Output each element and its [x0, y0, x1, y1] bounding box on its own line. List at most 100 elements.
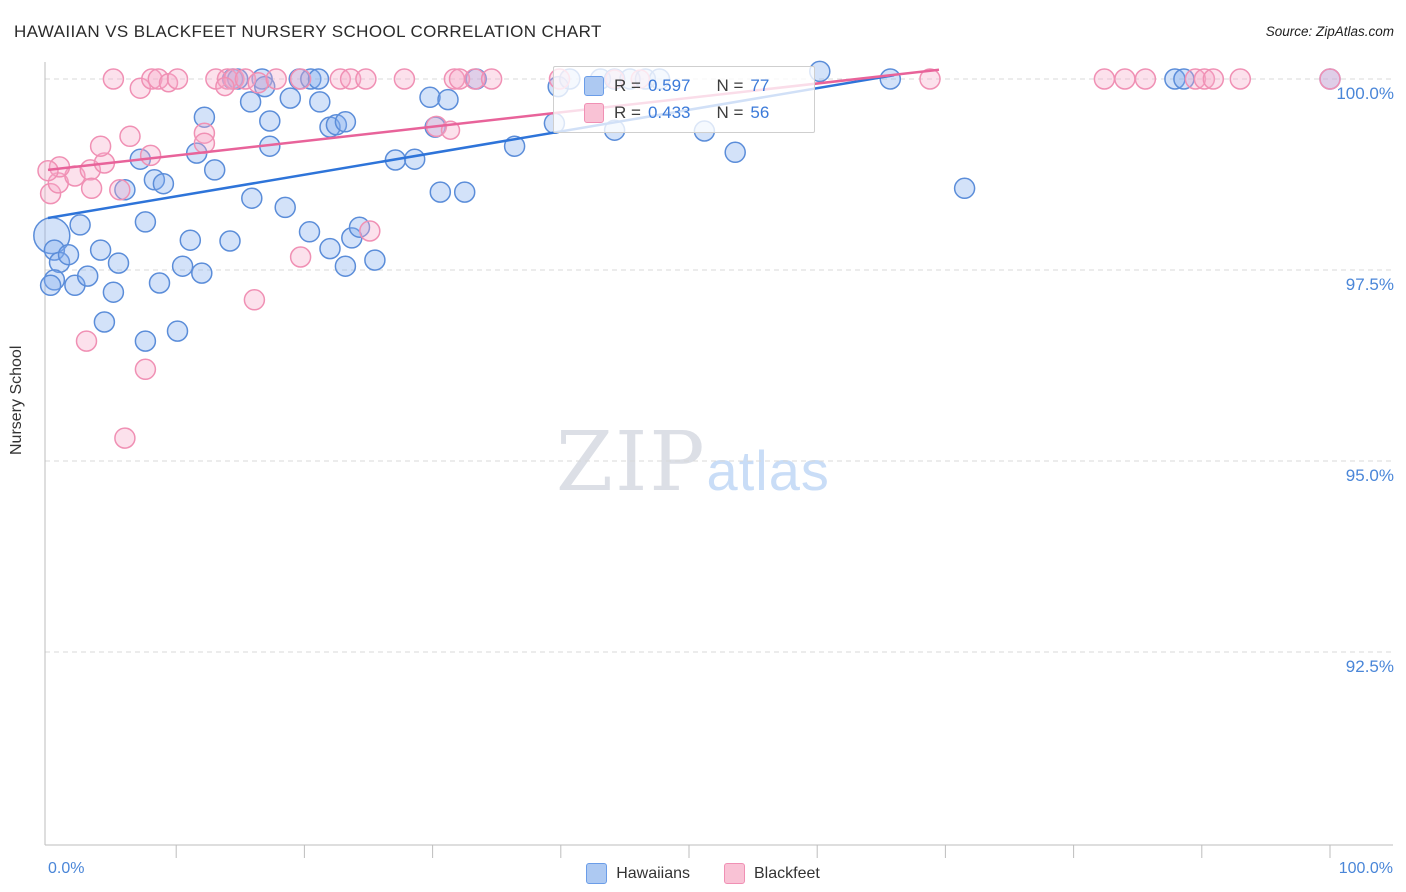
point-hawaiians	[279, 87, 302, 109]
x-axis-min-label: 0.0%	[48, 860, 85, 877]
point-blackfeet	[193, 132, 216, 154]
point-hawaiians	[419, 86, 441, 109]
point-blackfeet	[215, 76, 235, 97]
point-hawaiians	[39, 274, 62, 297]
legend-label-blackfeet: Blackfeet	[754, 864, 820, 882]
point-hawaiians	[239, 91, 262, 113]
source-attribution: Source: ZipAtlas.com	[1265, 24, 1394, 39]
point-hawaiians	[724, 141, 746, 164]
point-hawaiians	[298, 221, 321, 243]
y-tick-label: 92.5%	[1346, 657, 1394, 676]
point-hawaiians	[152, 172, 175, 195]
point-blackfeet	[75, 330, 98, 352]
legend-label-hawaiians: Hawaiians	[616, 864, 690, 882]
point-blackfeet	[464, 68, 486, 90]
point-blackfeet	[1202, 68, 1225, 90]
point-hawaiians	[191, 262, 213, 284]
point-hawaiians	[69, 214, 91, 236]
point-hawaiians	[453, 181, 476, 203]
point-blackfeet	[393, 68, 416, 90]
point-hawaiians	[953, 177, 976, 200]
point-blackfeet	[39, 182, 62, 205]
point-hawaiians	[102, 281, 125, 303]
point-hawaiians	[334, 255, 357, 277]
y-tick-label: 97.5%	[1346, 275, 1394, 294]
point-blackfeet	[109, 179, 131, 201]
point-blackfeet	[355, 68, 377, 90]
point-hawaiians	[148, 272, 171, 294]
x-axis-max-label: 100.0%	[1338, 860, 1393, 877]
page-title: HAWAIIAN VS BLACKFEET NURSERY SCHOOL COR…	[14, 22, 602, 41]
point-blackfeet	[147, 68, 170, 90]
point-blackfeet	[216, 68, 239, 90]
point-blackfeet	[1229, 68, 1252, 90]
point-hawaiians	[179, 229, 202, 251]
point-blackfeet	[1184, 68, 1207, 90]
r-label: R =	[614, 76, 641, 95]
legend-row-hawaiians: R = 0.597 N = 77	[584, 76, 802, 96]
point-hawaiians	[219, 230, 241, 252]
point-blackfeet	[139, 144, 162, 167]
y-tick-label: 100.0%	[1336, 84, 1394, 103]
legend-item-blackfeet[interactable]: Blackfeet	[724, 863, 820, 884]
point-hawaiians	[107, 252, 130, 274]
y-axis-title: Nursery School	[8, 345, 25, 455]
point-blackfeet	[37, 159, 59, 182]
point-hawaiians	[241, 187, 263, 209]
point-blackfeet	[359, 220, 381, 242]
point-hawaiians	[437, 88, 459, 111]
point-hawaiians	[193, 106, 216, 128]
point-hawaiians	[76, 265, 99, 287]
point-blackfeet	[80, 177, 103, 200]
legend-item-hawaiians[interactable]: Hawaiians	[586, 863, 690, 884]
point-hawaiians	[429, 181, 452, 203]
correlation-legend: R = 0.597 N = 77 R = 0.433 N = 56	[553, 66, 815, 133]
point-blackfeet	[1193, 68, 1216, 90]
hawaiians-swatch-icon	[584, 76, 604, 96]
point-blackfeet	[339, 68, 362, 90]
point-blackfeet	[89, 135, 112, 157]
n-label: N =	[716, 103, 744, 122]
point-hawaiians	[879, 68, 902, 90]
point-hawaiians	[253, 75, 276, 98]
point-blackfeet	[243, 289, 266, 311]
blackfeet-swatch-icon	[584, 103, 604, 123]
point-blackfeet	[919, 68, 941, 90]
point-blackfeet	[134, 358, 157, 381]
series-legend: Hawaiians Blackfeet	[0, 863, 1406, 884]
point-blackfeet	[1319, 68, 1341, 90]
n-value: 77	[750, 76, 770, 95]
point-hawaiians	[307, 68, 330, 90]
point-hawaiians	[403, 148, 426, 170]
point-blackfeet	[166, 68, 189, 90]
y-tick-label: 95.0%	[1346, 466, 1394, 485]
point-blackfeet	[234, 68, 257, 90]
point-hawaiians	[114, 179, 136, 201]
point-blackfeet	[289, 246, 312, 268]
r-value: 0.597	[647, 76, 691, 95]
point-hawaiians	[259, 110, 281, 132]
n-label: N =	[716, 76, 744, 95]
point-blackfeet	[265, 68, 287, 90]
r-label: R =	[614, 103, 641, 122]
point-hawaiians	[93, 311, 116, 333]
point-blackfeet	[1114, 68, 1136, 90]
point-hawaiians	[319, 237, 341, 260]
point-hawaiians	[334, 111, 357, 133]
hawaiians-swatch-icon	[586, 863, 608, 884]
point-hawaiians	[43, 239, 66, 261]
point-blackfeet	[102, 68, 125, 90]
blackfeet-swatch-icon	[724, 863, 745, 884]
point-hawaiians	[166, 320, 189, 342]
point-hawaiians	[364, 249, 386, 271]
point-blackfeet	[1093, 68, 1116, 90]
point-hawaiians	[309, 91, 331, 113]
legend-row-blackfeet: R = 0.433 N = 56	[584, 103, 802, 123]
point-blackfeet	[1134, 68, 1157, 90]
point-blackfeet	[448, 68, 471, 90]
n-value: 56	[750, 103, 770, 122]
point-hawaiians	[57, 243, 80, 266]
point-blackfeet	[114, 427, 136, 449]
